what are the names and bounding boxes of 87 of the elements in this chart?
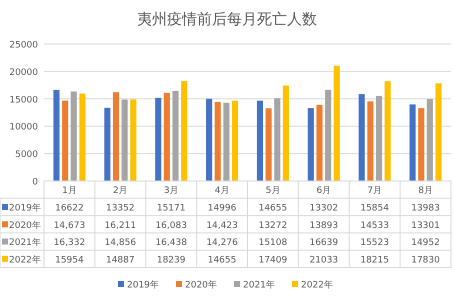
- data-label: 16622: [55, 203, 84, 214]
- bar: [282, 86, 289, 181]
- x-tick-label: 3月: [164, 186, 179, 196]
- bar: [206, 98, 212, 181]
- y-tick-label: 15000: [9, 95, 38, 106]
- y-tick-label: 0: [32, 178, 38, 188]
- x-tick-label: 2月: [112, 186, 128, 196]
- bar: [112, 92, 120, 181]
- data-label: 16639: [309, 238, 338, 248]
- bar: [232, 100, 238, 181]
- bar: [358, 94, 365, 181]
- bar: [384, 81, 391, 181]
- bar: [223, 102, 230, 181]
- bar: [410, 104, 416, 181]
- data-label: 16,332: [54, 238, 86, 248]
- y-tick-label: 25000: [9, 40, 38, 50]
- data-label: 15171: [156, 203, 186, 214]
- text: 2022年: [301, 280, 333, 290]
- text: 2020年: [185, 280, 217, 290]
- data-label: 18239: [156, 255, 186, 266]
- bar: [181, 81, 188, 181]
- y-tick-label: 5000: [15, 150, 38, 160]
- legend-label: 2022年: [9, 254, 41, 266]
- bar: [316, 104, 323, 181]
- bar: [104, 108, 110, 181]
- data-label: 17830: [411, 255, 440, 266]
- data-label: 14952: [411, 238, 440, 248]
- data-label: 14,673: [54, 220, 86, 231]
- bar: [256, 100, 264, 181]
- bar: [122, 100, 128, 181]
- data-label: 16,438: [155, 238, 188, 248]
- data-label: 15108: [258, 238, 288, 248]
- bar: [325, 90, 332, 181]
- text: 2019年: [127, 280, 159, 290]
- bar: [308, 108, 314, 181]
- data-label: 15854: [360, 203, 390, 214]
- bar: [172, 90, 179, 181]
- data-label: 14533: [360, 220, 390, 231]
- bar: [266, 108, 272, 181]
- data-label: 14,423: [206, 220, 238, 231]
- bar: [62, 100, 68, 181]
- bar: [70, 92, 77, 181]
- bar: [426, 99, 433, 181]
- bar: [376, 96, 382, 181]
- x-tick-label: 8月: [418, 186, 433, 196]
- bar: [155, 98, 162, 181]
- x-tick-label: 5月: [266, 186, 280, 196]
- chart-title: 夷州疫情前后每月死亡人数: [137, 10, 317, 28]
- data-label: 14655: [258, 203, 288, 214]
- data-label: 13352: [106, 203, 135, 214]
- data-label: 14655: [208, 255, 236, 266]
- y-tick-label: 20000: [9, 68, 38, 78]
- bar: [367, 101, 374, 181]
- data-label: 13272: [258, 220, 288, 231]
- bar: [79, 94, 86, 181]
- x-tick-label: 6月: [316, 186, 332, 196]
- bar: [435, 83, 442, 181]
- data-label: 16,083: [155, 220, 187, 231]
- data-label: 21033: [309, 255, 338, 266]
- data-label: 16,211: [104, 220, 136, 231]
- bar: [418, 108, 424, 181]
- y-tick-label: 10000: [9, 122, 38, 133]
- x-tick-label: 7月: [367, 186, 382, 196]
- legend-label: 2020年: [9, 220, 41, 231]
- bar: [164, 92, 170, 181]
- data-label: 18215: [360, 255, 390, 266]
- bar: [334, 66, 340, 181]
- x-tick-label: 1月: [62, 186, 77, 196]
- bar: [130, 99, 136, 181]
- data-label: 14996: [208, 203, 237, 214]
- data-label: 13893: [309, 220, 338, 231]
- bar: [274, 98, 280, 181]
- data-label: 17409: [258, 255, 288, 266]
- data-label: 15954: [55, 255, 84, 266]
- legend-label: 2021年: [9, 237, 41, 248]
- bar: [53, 90, 60, 181]
- data-label: 13983: [411, 203, 440, 214]
- data-label: 14,856: [104, 238, 136, 248]
- data-label: 14887: [106, 255, 135, 266]
- data-label: 13301: [411, 220, 440, 231]
- bar: [214, 102, 221, 181]
- text: 2021年: [243, 280, 275, 290]
- data-label: 14,276: [206, 238, 238, 248]
- x-tick-label: 4月: [214, 186, 230, 196]
- data-label: 13302: [309, 203, 338, 214]
- data-label: 15523: [360, 238, 390, 248]
- legend-label: 2019年: [9, 202, 41, 214]
